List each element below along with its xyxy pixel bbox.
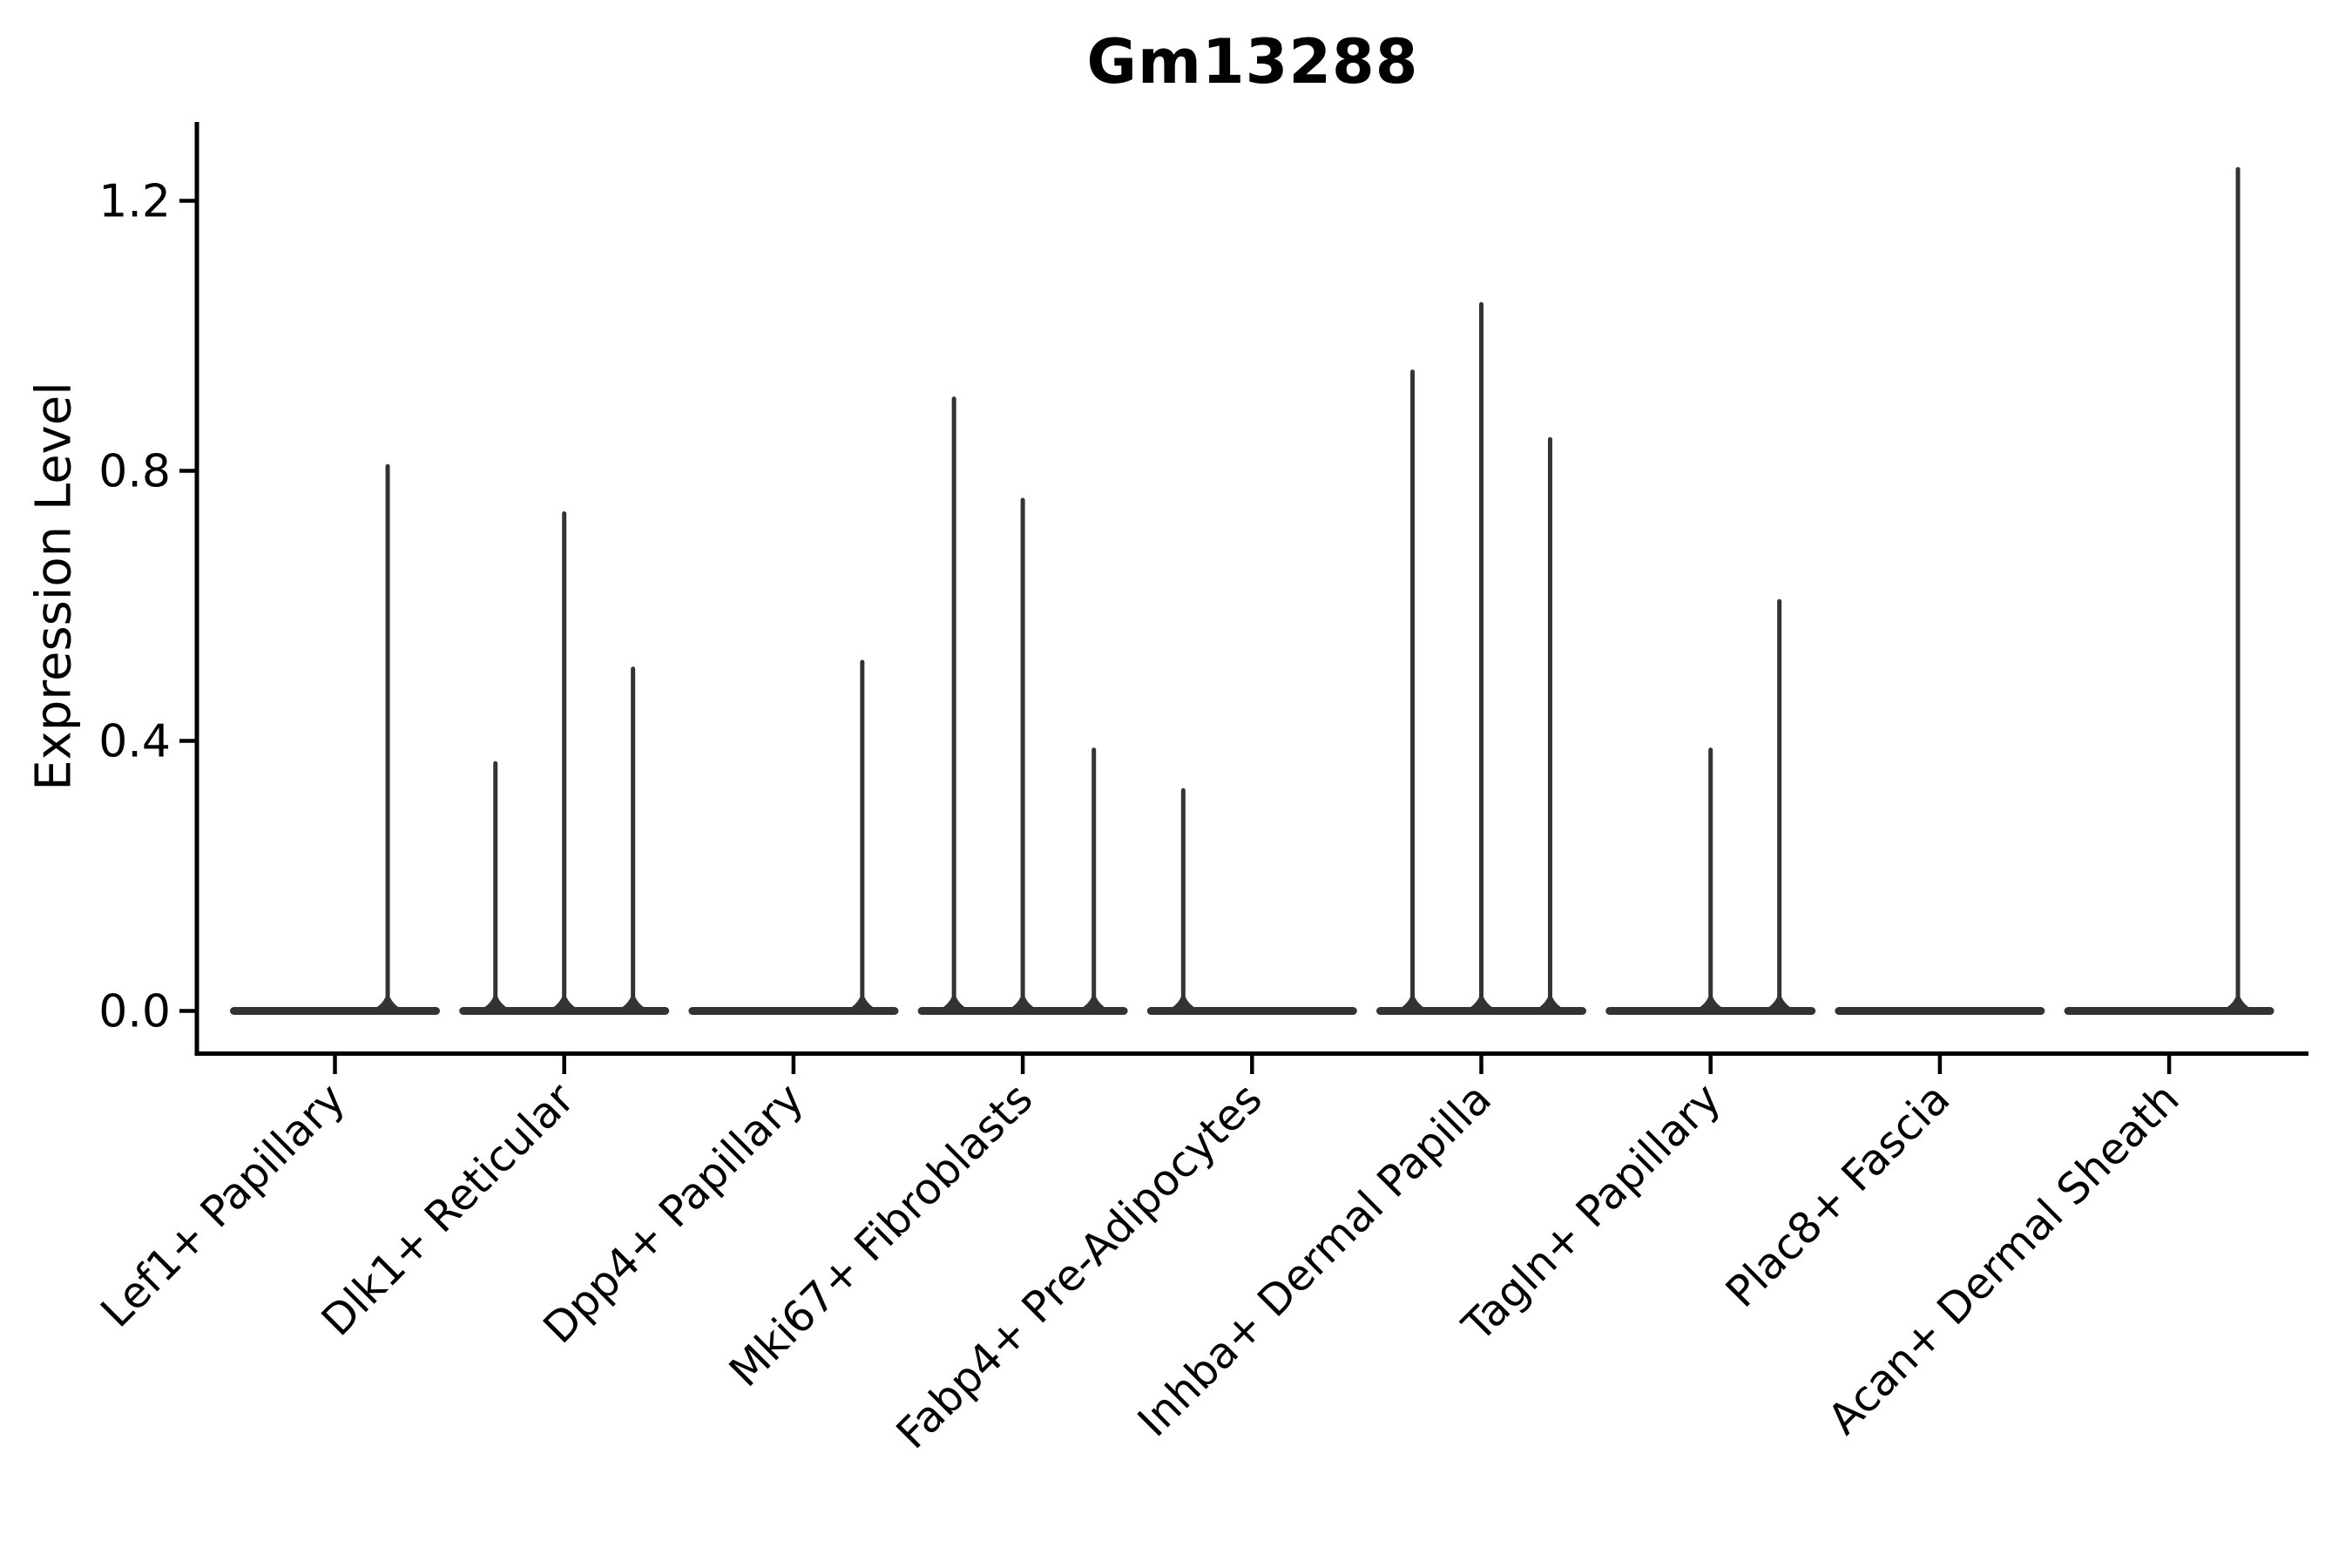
violin-base bbox=[230, 1007, 440, 1015]
y-tick-label: 0.0 bbox=[98, 986, 171, 1038]
x-tick-label: Lef1+ Papillary bbox=[91, 1074, 355, 1337]
x-tick-label: Dlk1+ Reticular bbox=[312, 1073, 585, 1346]
x-tick-label: Plac8+ Fascia bbox=[1716, 1074, 1959, 1317]
chart-title: Gm13288 bbox=[1086, 26, 1419, 98]
violin-base bbox=[688, 1007, 899, 1015]
violin-base bbox=[2064, 1007, 2274, 1015]
violin-base bbox=[1146, 1007, 1357, 1015]
y-tick-label: 0.8 bbox=[98, 446, 171, 498]
y-tick-label: 1.2 bbox=[98, 176, 171, 228]
violin-base bbox=[1835, 1007, 2045, 1015]
x-tick-label: Fabp4+ Pre-Adipocytes bbox=[887, 1074, 1272, 1459]
y-tick-label: 0.4 bbox=[98, 716, 171, 768]
